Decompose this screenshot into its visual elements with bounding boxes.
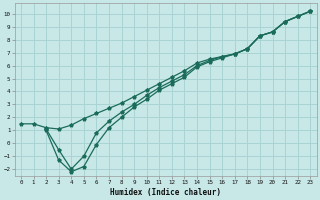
X-axis label: Humidex (Indice chaleur): Humidex (Indice chaleur) [110, 188, 221, 197]
